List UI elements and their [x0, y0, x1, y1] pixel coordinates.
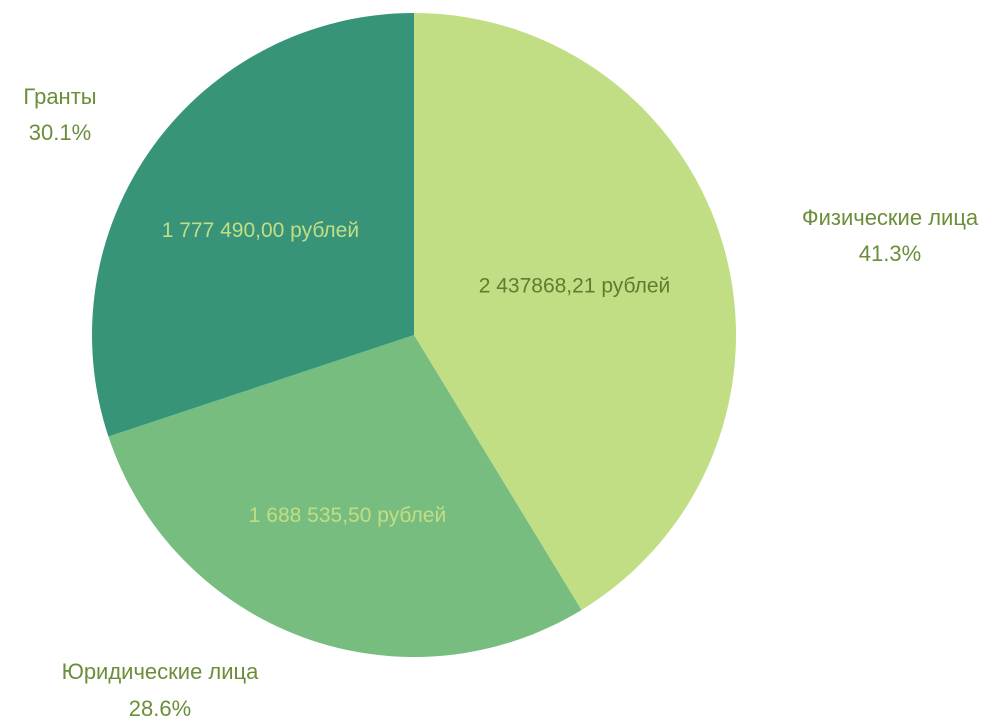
outer-labels-layer: Физические лица 41.3% Юридические лица 28.6… — [23, 84, 979, 721]
slice-percent-label: 28.6% — [129, 696, 191, 721]
pie-slice-2 — [108, 335, 582, 657]
slices-layer — [92, 13, 737, 657]
slice-percent-label: 30.1% — [29, 120, 91, 145]
inner-labels-layer: 2 437868,21 рублей 1 688 535,50 рублей 1 7… — [162, 219, 671, 527]
slice-value-label: 1 777 490,00 рублей — [162, 219, 359, 242]
slice-percent-label: 41.3% — [859, 241, 921, 266]
slice-value-label: 2 437868,21 рублей — [479, 275, 671, 298]
pie-slice-3 — [92, 13, 414, 437]
slice-value-label: 1 688 535,50 рублей — [249, 504, 446, 527]
slice-category-label: Юридические лица — [62, 659, 260, 684]
slice-category-label: Физические лица — [802, 205, 979, 230]
slice-category-label: Гранты — [23, 84, 96, 109]
pie-slice-1 — [414, 13, 737, 610]
